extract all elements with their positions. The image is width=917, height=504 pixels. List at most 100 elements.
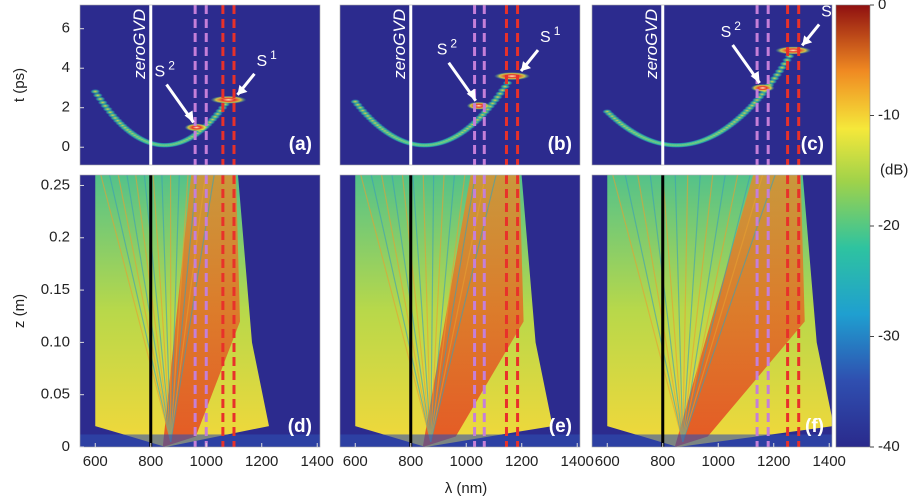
spectrogram-texture — [381, 175, 432, 442]
y-tick-label: 2 — [62, 99, 70, 116]
spectrogram-texture — [340, 434, 580, 447]
spectrogram-texture — [170, 175, 189, 442]
x-axis-label: λ (nm) — [445, 480, 488, 497]
peak — [750, 83, 775, 92]
peak — [466, 101, 491, 110]
spectrogram-texture — [674, 175, 805, 447]
spectrogram-texture — [422, 175, 432, 442]
heatmap-panel — [340, 175, 580, 447]
arrow-head — [184, 110, 194, 123]
y-tick-label: 0.2 — [49, 229, 70, 246]
peak — [184, 123, 209, 132]
spectrogram-texture — [682, 175, 751, 442]
spectrogram-texture — [784, 53, 795, 59]
x-tick-label: 600 — [343, 453, 368, 470]
annotation-sub: 1 — [270, 48, 277, 62]
y-tick-label: 0.25 — [41, 176, 70, 193]
spectrogram-texture — [624, 175, 684, 442]
x-tick-label: 800 — [650, 453, 675, 470]
arrow-head — [237, 84, 248, 95]
colorbar-tick-label: -30 — [878, 327, 900, 344]
y-axis-label: z (m) — [11, 294, 28, 328]
arrow-head — [466, 88, 476, 101]
colorbar-tick-label: 0 — [878, 0, 886, 13]
spectrogram-texture — [80, 434, 320, 447]
y-tick-label: 6 — [62, 20, 70, 37]
panel-label: (a) — [289, 134, 312, 155]
annotation-text: S — [721, 24, 732, 41]
spectrogram-texture — [430, 175, 487, 442]
peak — [494, 72, 531, 81]
zero-gvd-label: zeroGVD — [390, 9, 409, 80]
spectrogram-texture — [682, 175, 776, 442]
spectrogram-texture — [674, 175, 684, 442]
spectrogram-texture — [170, 175, 198, 442]
spectrogram-texture — [682, 175, 701, 442]
x-tick-label: 800 — [138, 453, 163, 470]
y-tick-label: 0.15 — [41, 281, 70, 298]
spectrogram-texture — [430, 175, 456, 442]
spectrogram-texture — [401, 175, 432, 442]
panel-frame — [79, 174, 321, 448]
spectrogram-texture — [662, 175, 684, 442]
spectrogram-texture — [682, 175, 764, 442]
spectrogram-texture — [682, 175, 714, 442]
x-tick-label: 1200 — [245, 453, 278, 470]
spectrogram-texture — [108, 175, 172, 442]
annotation-sub: 2 — [168, 59, 175, 73]
arrow-head — [521, 61, 532, 72]
x-tick-label: 1000 — [702, 453, 735, 470]
spectrogram-texture — [682, 175, 739, 442]
spectrogram-texture — [126, 175, 172, 442]
peak — [775, 46, 812, 55]
x-tick-label: 600 — [595, 453, 620, 470]
spectrogram-texture — [649, 175, 684, 442]
x-tick-label: 1200 — [505, 453, 538, 470]
spectrogram-texture — [170, 175, 207, 442]
panel-label: (b) — [548, 134, 572, 155]
x-tick-label: 1400 — [301, 453, 334, 470]
spectrogram-texture — [152, 175, 172, 442]
spectrogram-texture — [162, 175, 240, 447]
heatmap-panel — [80, 175, 320, 447]
x-tick-label: 800 — [398, 453, 423, 470]
x-tick-label: 1000 — [450, 453, 483, 470]
panel-label: (f) — [805, 416, 824, 437]
arrow-head — [802, 35, 813, 46]
zero-gvd-label: zeroGVD — [130, 9, 149, 80]
annotation-text: S — [155, 64, 166, 81]
colorbar — [835, 4, 871, 448]
heatmap-panel — [592, 5, 832, 165]
spectrogram-texture — [612, 175, 684, 442]
spectrogram-texture — [422, 175, 524, 447]
colorbar-tick-label: -20 — [878, 217, 900, 234]
spectrogram-texture — [782, 57, 793, 63]
panel-frame — [339, 174, 581, 448]
spectrogram-texture — [412, 175, 432, 442]
heatmap-background — [80, 5, 320, 165]
spectrogram-texture — [143, 175, 172, 442]
panel-label: (d) — [288, 416, 312, 437]
spectrogram-texture — [360, 175, 432, 442]
heatmap-panel — [80, 5, 320, 165]
spectrogram-texture — [100, 175, 172, 442]
annotation-text: S — [540, 29, 551, 46]
x-tick-label: 1400 — [561, 453, 594, 470]
colorbar-tick-label: -40 — [878, 438, 900, 455]
peak — [210, 95, 247, 104]
spectrogram-texture — [170, 175, 180, 442]
x-tick-label: 600 — [83, 453, 108, 470]
y-axis-label: t (ps) — [11, 68, 28, 102]
zero-gvd-label: zeroGVD — [642, 9, 661, 80]
heatmap-background — [592, 5, 832, 165]
y-tick-label: 0 — [62, 438, 70, 455]
annotation-sub: 1 — [554, 24, 561, 38]
spectrogram-texture — [592, 434, 832, 447]
spectrogram-texture — [430, 175, 445, 442]
